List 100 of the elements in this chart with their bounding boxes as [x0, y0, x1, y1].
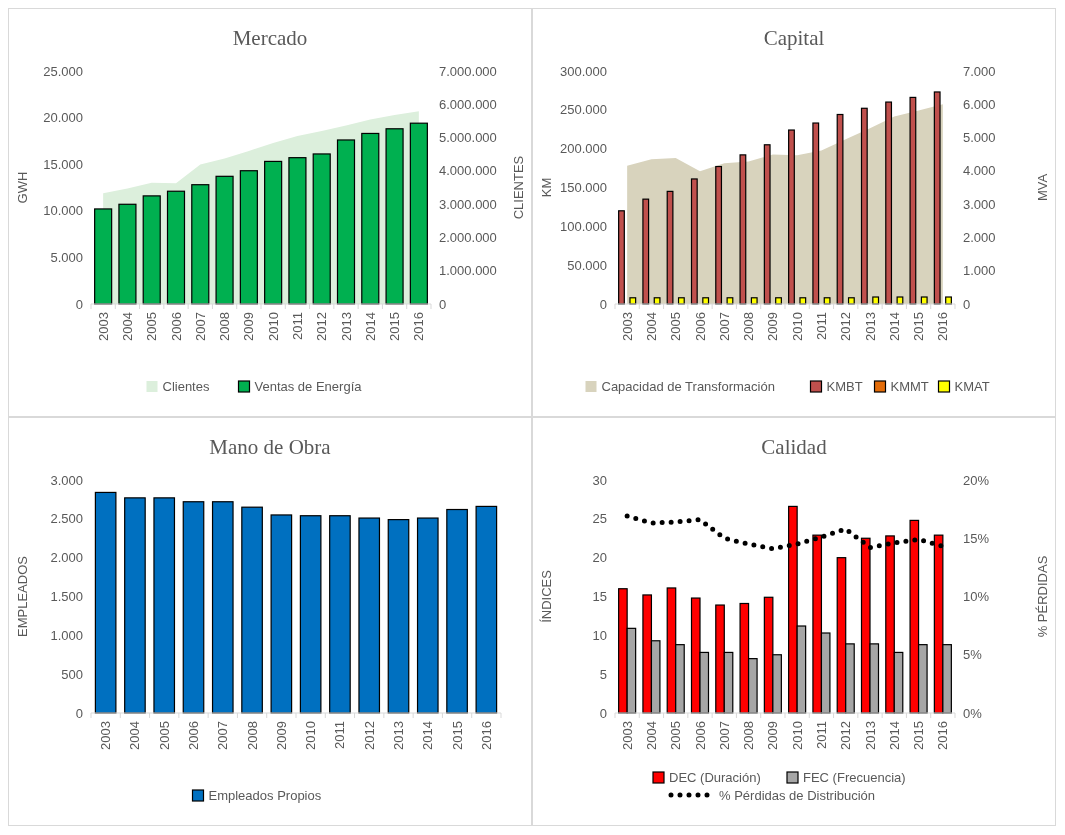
x-tick-label: 2007 — [716, 312, 732, 341]
bar — [416, 517, 439, 714]
x-tick-label: 2004 — [643, 312, 659, 341]
bar — [153, 497, 176, 714]
legend-label: DEC (Duración) — [669, 769, 761, 785]
bar — [387, 519, 410, 714]
y2-tick-label: 3.000 — [963, 196, 996, 212]
x-tick-label: 2014 — [420, 721, 436, 750]
y-tick-label: 20 — [592, 550, 607, 566]
legend-label: KMMT — [890, 378, 929, 394]
y-tick-label: 15.000 — [43, 156, 83, 172]
x-tick-label: 2006 — [692, 312, 708, 341]
y2-tick-label: 10% — [963, 589, 990, 605]
y-tick-label: 200.000 — [560, 141, 607, 157]
y-tick-label: 10 — [592, 627, 607, 643]
x-tick-label: 2004 — [127, 721, 143, 750]
bar — [182, 501, 205, 714]
y-tick-label: 250.000 — [560, 102, 607, 118]
x-tick-label: 2006 — [168, 312, 184, 341]
bar — [642, 198, 650, 305]
y2-tick-label: 0 — [963, 296, 971, 312]
y2-tick-label: 6.000 — [963, 96, 996, 112]
y2-tick-label: 6.000.000 — [439, 96, 497, 112]
chart-title: Mano de Obra — [209, 435, 332, 459]
y2-tick-label: 2.000 — [963, 229, 996, 245]
y2-tick-label: 5.000 — [963, 130, 996, 146]
y-tick-label: 0 — [75, 296, 83, 312]
y-tick-label: 0 — [599, 296, 607, 312]
x-tick-label: 2006 — [186, 721, 202, 750]
x-tick-label: 2007 — [192, 312, 208, 341]
x-tick-label: 2008 — [741, 721, 757, 750]
y2-tick-label: 1.000.000 — [439, 263, 497, 279]
bar — [409, 122, 428, 305]
y-tick-label: 0 — [599, 705, 607, 721]
y-axis-title: ÍNDICES — [539, 569, 554, 623]
y2-tick-label: 15% — [963, 530, 990, 546]
x-tick-label: 2011 — [813, 721, 829, 749]
x-tick-label: 2015 — [387, 312, 403, 341]
chart-title: Mercado — [232, 26, 308, 50]
x-tick-label: 2010 — [265, 312, 281, 341]
bar — [618, 210, 625, 305]
x-tick-label: 2005 — [156, 721, 172, 750]
y-tick-label: 50.000 — [567, 257, 607, 273]
x-tick-label: 2005 — [668, 312, 684, 341]
bar — [142, 195, 161, 305]
x-tick-label: 2003 — [619, 721, 635, 750]
bar — [312, 153, 331, 305]
y-tick-label: 25.000 — [43, 63, 83, 79]
y2-axis-title: % PÉRDIDAS — [1035, 555, 1050, 638]
x-tick-label: 2013 — [862, 312, 878, 341]
bar — [715, 165, 723, 305]
bar — [124, 497, 146, 714]
y-tick-label: 0 — [75, 705, 83, 721]
y2-axis-title: CLIENTES — [511, 155, 526, 220]
x-tick-label: 2009 — [765, 312, 781, 341]
y2-tick-label: 3.000.000 — [439, 196, 497, 212]
y-tick-label: 300.000 — [560, 63, 607, 79]
x-tick-label: 2009 — [765, 721, 781, 750]
y-axis-title: EMPLEADOS — [15, 555, 30, 637]
x-tick-label: 2016 — [935, 312, 951, 341]
y-axis-title: KM — [539, 177, 554, 198]
x-tick-label: 2005 — [668, 721, 684, 750]
legend-label: KMBT — [826, 378, 863, 394]
x-tick-label: 2009 — [241, 312, 257, 341]
bar — [239, 170, 258, 305]
x-tick-label: 2008 — [741, 312, 757, 341]
x-tick-label: 2003 — [95, 312, 111, 341]
x-tick-label: 2012 — [838, 721, 854, 750]
legend-label: Clientes — [162, 378, 210, 394]
y-tick-label: 2.500 — [50, 511, 83, 527]
y-tick-label: 3.000 — [50, 472, 83, 488]
y2-tick-label: 4.000 — [963, 163, 996, 179]
bar — [666, 190, 674, 305]
y2-tick-label: 0 — [439, 296, 447, 312]
y-tick-label: 10.000 — [43, 203, 83, 219]
x-tick-label: 2012 — [361, 721, 377, 750]
bar — [763, 144, 771, 305]
x-tick-label: 2010 — [789, 721, 805, 750]
x-tick-label: 2011 — [813, 312, 829, 340]
bar — [191, 184, 210, 305]
bar — [446, 508, 468, 714]
bar — [690, 178, 698, 305]
y-tick-label: 100.000 — [560, 218, 607, 234]
y-tick-label: 1.500 — [50, 589, 83, 605]
y-tick-label: 15 — [592, 589, 607, 605]
y2-tick-label: 5% — [963, 647, 983, 663]
x-tick-label: 2007 — [716, 721, 732, 750]
x-tick-label: 2013 — [391, 721, 407, 750]
x-tick-label: 2006 — [692, 721, 708, 750]
y-tick-label: 1.000 — [50, 627, 83, 643]
x-tick-label: 2003 — [619, 312, 635, 341]
x-tick-label: 2014 — [362, 312, 378, 341]
y2-tick-label: 7.000.000 — [439, 63, 497, 79]
bar — [788, 129, 795, 305]
bar — [358, 517, 381, 714]
bar — [361, 132, 380, 305]
x-tick-label: 2008 — [217, 312, 233, 341]
x-tick-label: 2012 — [314, 312, 330, 341]
y2-tick-label: 0% — [963, 705, 983, 721]
legend-label: KMAT — [954, 378, 990, 394]
